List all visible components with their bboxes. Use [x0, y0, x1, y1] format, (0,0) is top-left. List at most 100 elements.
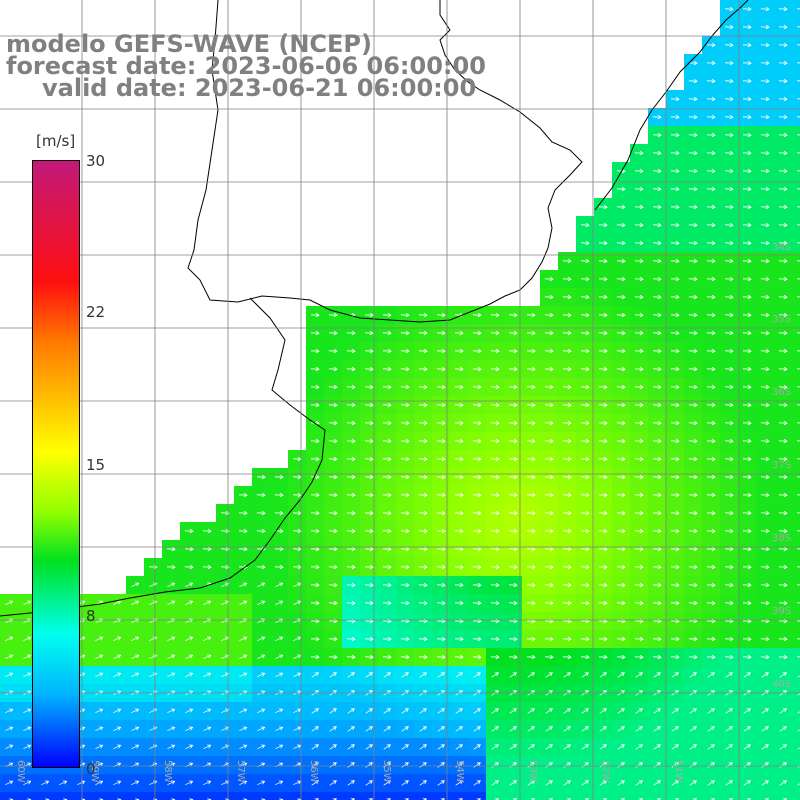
wind-arrow: [239, 780, 248, 786]
wind-arrow: [382, 420, 392, 426]
wind-arrow: [328, 654, 338, 660]
wind-arrow: [688, 78, 698, 84]
wind-arrow: [401, 744, 409, 750]
wind-arrow: [5, 636, 14, 642]
wind-arrow: [725, 762, 733, 768]
wind-arrow: [544, 384, 554, 390]
wind-arrow: [760, 60, 770, 66]
wind-arrow: [689, 780, 697, 786]
title-forecast-date: forecast date: 2023-06-06 06:00:00: [6, 52, 486, 80]
wind-arrow: [796, 44, 800, 46]
wind-arrow: [670, 600, 680, 606]
wind-arrow: [634, 636, 644, 642]
wind-arrow: [724, 438, 734, 444]
wind-arrow: [688, 240, 698, 246]
wind-arrow: [364, 636, 374, 642]
wind-arrow: [257, 708, 266, 714]
wind-arrow: [616, 456, 626, 462]
wind-arrow: [418, 312, 428, 318]
wind-arrow: [652, 546, 662, 552]
wind-arrow: [653, 780, 661, 786]
wind-arrow: [328, 546, 338, 552]
wind-cell: [468, 792, 486, 800]
wind-arrow: [598, 258, 608, 264]
wind-arrow: [598, 330, 608, 336]
wind-arrow: [508, 420, 518, 426]
wind-arrow: [508, 492, 518, 498]
wind-arrow: [544, 420, 554, 426]
wind-arrow: [113, 744, 122, 750]
wind-arrow: [706, 492, 716, 498]
wind-cell: [162, 792, 180, 800]
wind-arrow: [599, 726, 607, 732]
colorbar: [32, 160, 80, 768]
wind-arrow: [418, 366, 428, 372]
wind-arrow: [724, 600, 734, 606]
wind-cell: [792, 792, 800, 800]
wind-arrow: [382, 636, 392, 642]
wind-arrow: [706, 276, 716, 282]
wind-arrow: [328, 330, 338, 336]
wind-arrow: [782, 798, 787, 800]
wind-arrow: [328, 510, 338, 516]
wind-arrow: [670, 312, 680, 318]
wind-arrow: [797, 729, 800, 732]
wind-arrow: [257, 600, 266, 606]
wind-arrow: [185, 672, 194, 678]
wind-cell: [648, 792, 666, 800]
wind-arrow: [706, 510, 716, 516]
wind-arrow: [400, 564, 410, 570]
wind-arrow: [634, 276, 644, 282]
wind-arrow: [400, 654, 410, 660]
wind-arrow: [382, 582, 392, 588]
wind-arrow: [167, 708, 176, 714]
wind-arrow: [23, 600, 32, 606]
wind-cell: [792, 576, 800, 594]
wind-arrow: [724, 636, 734, 642]
wind-arrow: [526, 600, 536, 606]
wind-cell: [792, 774, 800, 792]
wind-arrow: [455, 762, 463, 768]
wind-arrow: [131, 600, 140, 606]
wind-arrow: [400, 600, 410, 606]
wind-arrow: [257, 672, 266, 678]
wind-arrow: [310, 600, 320, 606]
wind-arrow: [400, 528, 410, 534]
wind-arrow: [670, 132, 680, 138]
wind-arrow: [221, 780, 230, 786]
wind-arrow: [508, 456, 518, 462]
wind-arrow: [472, 510, 482, 516]
wind-arrow: [400, 636, 410, 642]
wind-arrow: [707, 762, 715, 768]
wind-arrow: [671, 672, 679, 678]
wind-arrow: [400, 474, 410, 480]
wind-arrow: [454, 546, 464, 552]
wind-arrow: [310, 510, 320, 516]
wind-arrow: [724, 24, 734, 30]
wind-arrow: [652, 168, 662, 174]
wind-arrow: [670, 564, 680, 570]
wind-arrow: [23, 780, 32, 786]
wind-arrow: [742, 330, 752, 336]
wind-arrow: [580, 654, 590, 660]
wind-cell: [108, 792, 126, 800]
wind-arrow: [725, 780, 733, 786]
wind-arrow: [617, 672, 625, 678]
wind-arrow: [688, 114, 698, 120]
wind-arrow: [652, 492, 662, 498]
wind-arrow: [526, 510, 536, 516]
wind-arrow: [563, 762, 571, 768]
wind-arrow: [544, 456, 554, 462]
lon-label: 59W: [89, 760, 100, 783]
wind-arrow: [689, 744, 697, 750]
wind-cell: [792, 36, 800, 54]
wind-arrow: [652, 312, 662, 318]
wind-arrow: [508, 582, 518, 588]
wind-arrow: [796, 404, 800, 406]
wind-arrow: [422, 798, 427, 800]
wind-arrow: [328, 402, 338, 408]
wind-arrow: [688, 384, 698, 390]
wind-arrow: [472, 546, 482, 552]
wind-arrow: [742, 438, 752, 444]
wind-arrow: [724, 492, 734, 498]
